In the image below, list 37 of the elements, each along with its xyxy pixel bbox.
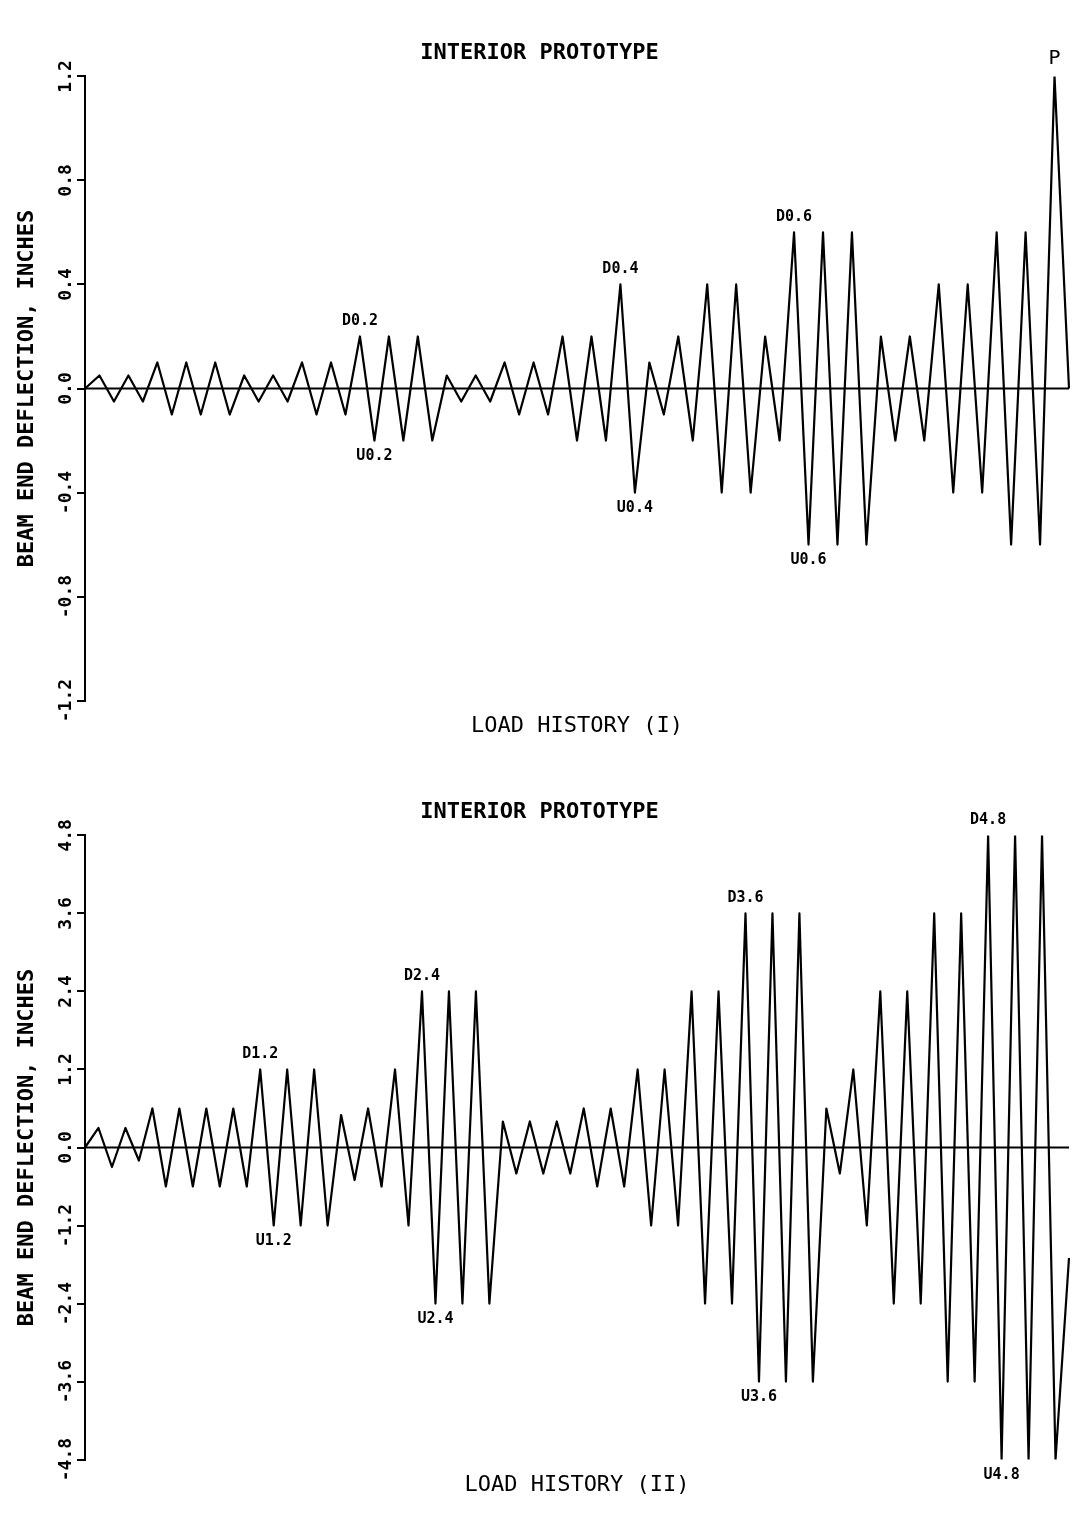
y-tick-label: 3.6 (53, 897, 75, 930)
annotation: U0.6 (790, 549, 827, 568)
annotation: D4.8 (970, 809, 1007, 828)
y-tick-label: 0.4 (53, 268, 75, 301)
x-axis-title: LOAD HISTORY (II) (464, 1470, 690, 1496)
y-tick-label: 0.0 (53, 1131, 75, 1164)
chart-title: INTERIOR PROTOTYPE (420, 797, 659, 823)
y-tick-label: 4.8 (53, 819, 75, 852)
y-tick-label: -2.4 (53, 1281, 75, 1326)
annotation: U1.2 (255, 1230, 292, 1249)
annotation: U3.6 (740, 1386, 778, 1405)
annotation: D2.4 (403, 965, 441, 984)
annotation: U0.4 (616, 497, 653, 516)
annotation: D3.6 (727, 887, 764, 906)
y-tick-label: -0.8 (53, 574, 75, 619)
chart-title: INTERIOR PROTOTYPE (420, 38, 659, 64)
x-axis-title: LOAD HISTORY (I) (471, 711, 683, 737)
y-axis-title: BEAM END DEFLECTION, INCHES (12, 968, 38, 1327)
y-tick-label: -1.2 (53, 1203, 75, 1248)
annotation: D1.2 (242, 1043, 279, 1062)
y-tick-label: -3.6 (53, 1359, 75, 1404)
y-tick-label: 0.0 (53, 372, 75, 405)
y-tick-label: -0.4 (53, 470, 75, 515)
annotation: D0.4 (602, 258, 639, 277)
annotation: D0.6 (776, 206, 813, 225)
y-tick-label: -1.2 (53, 678, 75, 723)
y-tick-label: 0.8 (53, 164, 75, 197)
y-tick-label: -4.8 (53, 1437, 75, 1482)
annotation: U2.4 (417, 1308, 454, 1327)
y-axis-title: BEAM END DEFLECTION, INCHES (12, 209, 38, 568)
y-tick-label: 2.4 (53, 975, 75, 1008)
annotation: D0.2 (341, 310, 378, 329)
annotation: U4.8 (983, 1464, 1020, 1483)
annotation: U0.2 (356, 445, 393, 464)
y-tick-label: 1.2 (53, 60, 75, 93)
y-tick-label: 1.2 (53, 1053, 75, 1086)
annotation: P (1048, 44, 1061, 69)
